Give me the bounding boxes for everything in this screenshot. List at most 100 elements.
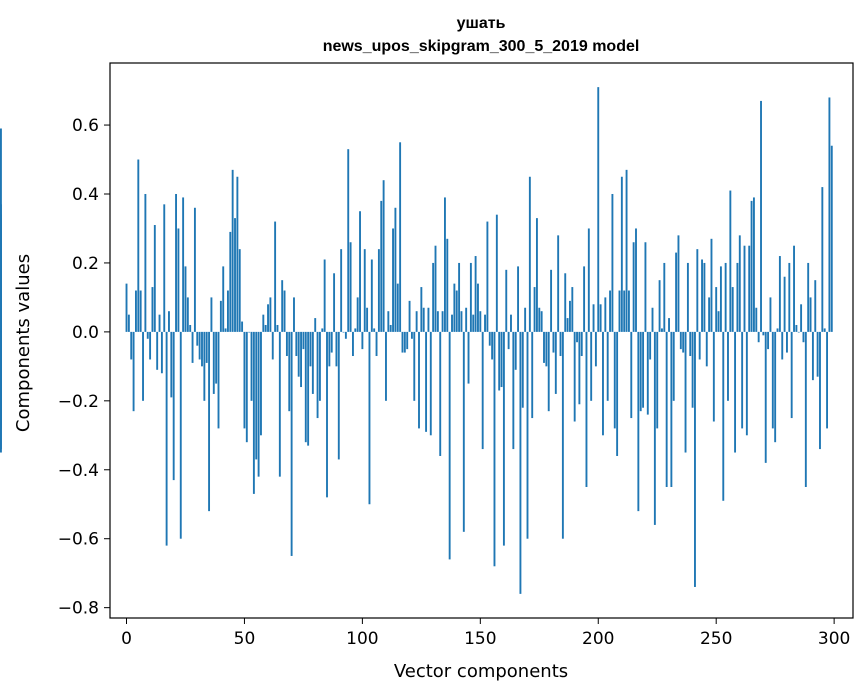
bar-component-225	[656, 331, 659, 429]
bar-component-130	[432, 262, 435, 332]
bar-component-25	[184, 266, 187, 332]
bar-component-132	[436, 311, 439, 332]
bar-component-246	[705, 331, 708, 367]
bar-component-286	[800, 304, 803, 332]
bar-component-73	[297, 331, 300, 377]
x-tick-label: 250	[700, 629, 732, 649]
bar-component-124	[418, 331, 420, 429]
bar-component-165	[514, 331, 517, 370]
y-tick-label: 0.4	[72, 185, 99, 205]
bar-component-102	[366, 307, 369, 332]
bar-component-54	[252, 331, 255, 494]
bar-component-33	[203, 331, 206, 401]
bar-component-242	[696, 249, 699, 332]
bar-component-40	[219, 300, 222, 332]
bar-component-128	[427, 307, 430, 332]
y-tick-label: 0.2	[72, 254, 99, 274]
bar-component-219	[642, 331, 645, 408]
bar-component-43	[226, 290, 229, 332]
bar-component-236	[682, 331, 685, 353]
bar-component-287	[802, 331, 805, 343]
bar-component-260	[738, 235, 741, 332]
bar-component-42	[224, 328, 227, 332]
bar-component-146	[469, 262, 472, 332]
bar-component-290	[809, 297, 812, 332]
bar-component-203	[604, 297, 607, 332]
bar-component-174	[535, 218, 538, 332]
bar-component-254	[724, 262, 727, 332]
bar-component-212	[625, 169, 628, 332]
bar-component-143	[462, 331, 465, 532]
bar-component-297	[826, 331, 828, 429]
bar-component-58	[262, 314, 265, 332]
bar-component-158	[498, 331, 501, 391]
bar-component-234	[677, 235, 680, 332]
bar-component-227	[661, 328, 663, 332]
bar-component-87	[330, 331, 333, 353]
bar-component-55	[255, 331, 258, 460]
bar-component-255	[727, 331, 729, 401]
bar-component-48	[238, 249, 241, 332]
bar-component-19	[170, 331, 173, 398]
bar-component-70	[290, 331, 293, 556]
bar-component-36	[210, 297, 213, 332]
bar-component-77	[307, 331, 310, 446]
bar-component-275	[774, 331, 777, 443]
bar-component-194	[583, 266, 586, 332]
bar-component-30	[196, 331, 199, 346]
bar-component-74	[300, 331, 302, 388]
bar-component-223	[651, 307, 654, 332]
bar-component-149	[477, 283, 479, 332]
bar-component-202	[602, 331, 604, 436]
chart-subtitle: news_upos_skipgram_300_5_2019 model	[323, 38, 640, 55]
bar-component-100	[361, 331, 364, 350]
bar-component-78	[309, 331, 312, 367]
bar-component-196	[587, 228, 590, 332]
bar-component-167	[519, 331, 522, 594]
bar-component-169	[524, 307, 527, 332]
bar-component-182	[554, 331, 557, 394]
bar-component-280	[786, 331, 788, 353]
bar-component-141	[458, 262, 461, 332]
bar-component-282	[790, 331, 793, 419]
bar-component-undefined	[0, 331, 2, 450]
bar-component-8	[144, 193, 147, 332]
bar-component-209	[618, 290, 621, 332]
bar-component-168	[521, 331, 524, 408]
bar-component-17	[165, 331, 168, 546]
bar-component-222	[649, 331, 652, 360]
bar-component-262	[743, 245, 746, 332]
bar-component-109	[382, 180, 385, 332]
bar-component-164	[512, 331, 515, 450]
bar-component-264	[748, 245, 751, 332]
bar-component-190	[573, 331, 576, 422]
bar-component-176	[540, 311, 543, 332]
bar-component-191	[576, 331, 578, 343]
x-tick-label: 100	[346, 629, 378, 649]
x-tick-label: 300	[818, 629, 850, 649]
bar-component-293	[816, 331, 819, 377]
bar-component-9	[146, 331, 149, 339]
y-tick-label: 0.6	[72, 116, 99, 136]
bar-component-35	[208, 331, 211, 512]
bar-component-224	[653, 331, 656, 525]
bar-component-12	[153, 225, 156, 332]
chart-title: ушать	[457, 15, 506, 32]
y-tick-label: −0.8	[58, 599, 99, 619]
bar-component-267	[755, 307, 758, 332]
bar-component-86	[328, 331, 331, 367]
bar-component-204	[606, 331, 609, 401]
bar-component-83	[321, 328, 324, 332]
bar-component-240	[691, 331, 694, 408]
bar-component-46	[234, 218, 236, 332]
bar-component-52	[248, 331, 251, 333]
bar-component-24	[182, 197, 185, 332]
bar-component-144	[465, 307, 468, 332]
bar-component-71	[293, 297, 295, 332]
bar-component-245	[703, 262, 706, 332]
bar-component-228	[663, 262, 666, 332]
bar-component-270	[762, 331, 765, 336]
bar-component-226	[658, 280, 661, 332]
bar-component-56	[257, 331, 260, 477]
bar-component-217	[637, 331, 640, 512]
